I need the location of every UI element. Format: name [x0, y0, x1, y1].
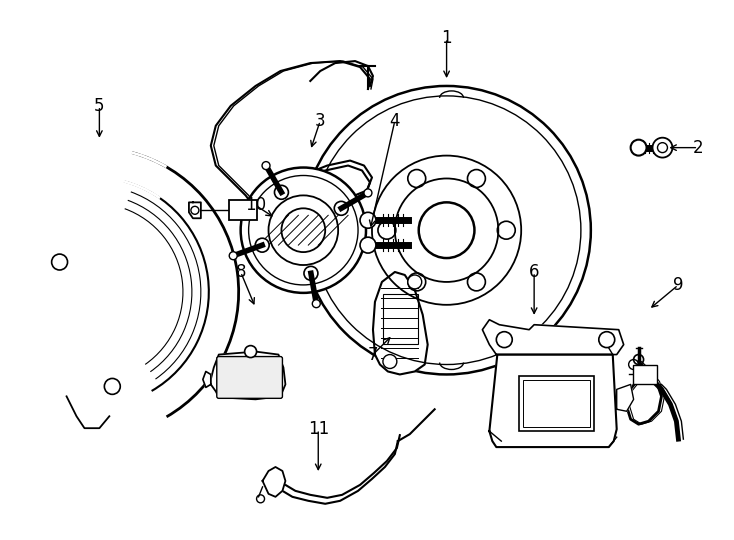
Text: 9: 9 [673, 276, 683, 294]
Circle shape [653, 138, 672, 158]
Bar [523, 380, 590, 427]
Circle shape [383, 355, 397, 368]
Text: 2: 2 [693, 139, 704, 157]
Text: 8: 8 [236, 263, 246, 281]
Bar [633, 364, 658, 384]
Text: 7: 7 [368, 346, 378, 363]
Circle shape [229, 252, 237, 260]
Polygon shape [211, 352, 286, 400]
Text: 4: 4 [390, 112, 400, 130]
Circle shape [262, 161, 270, 170]
Bar [229, 200, 257, 220]
Polygon shape [263, 467, 286, 497]
Circle shape [255, 238, 269, 252]
Circle shape [408, 275, 422, 289]
Circle shape [631, 140, 647, 156]
Circle shape [312, 300, 320, 308]
Text: 11: 11 [308, 420, 329, 438]
Circle shape [360, 212, 376, 228]
Circle shape [360, 237, 376, 253]
Circle shape [496, 332, 512, 348]
Polygon shape [203, 372, 211, 387]
Polygon shape [124, 152, 239, 417]
Circle shape [334, 201, 348, 215]
Circle shape [364, 189, 372, 197]
Bar [383, 294, 418, 343]
Text: 3: 3 [315, 112, 326, 130]
Circle shape [302, 86, 591, 374]
Polygon shape [617, 384, 633, 411]
Circle shape [304, 266, 318, 280]
Polygon shape [373, 272, 428, 374]
Polygon shape [482, 320, 624, 355]
Text: 5: 5 [94, 97, 105, 115]
Text: 6: 6 [529, 263, 539, 281]
Polygon shape [189, 202, 201, 218]
Polygon shape [490, 355, 617, 447]
Circle shape [275, 185, 288, 199]
Circle shape [244, 346, 257, 357]
FancyBboxPatch shape [217, 356, 283, 399]
Circle shape [241, 167, 366, 293]
Circle shape [599, 332, 614, 348]
Bar [519, 376, 594, 431]
Text: 1: 1 [441, 29, 452, 47]
Text: 10: 10 [245, 197, 266, 214]
